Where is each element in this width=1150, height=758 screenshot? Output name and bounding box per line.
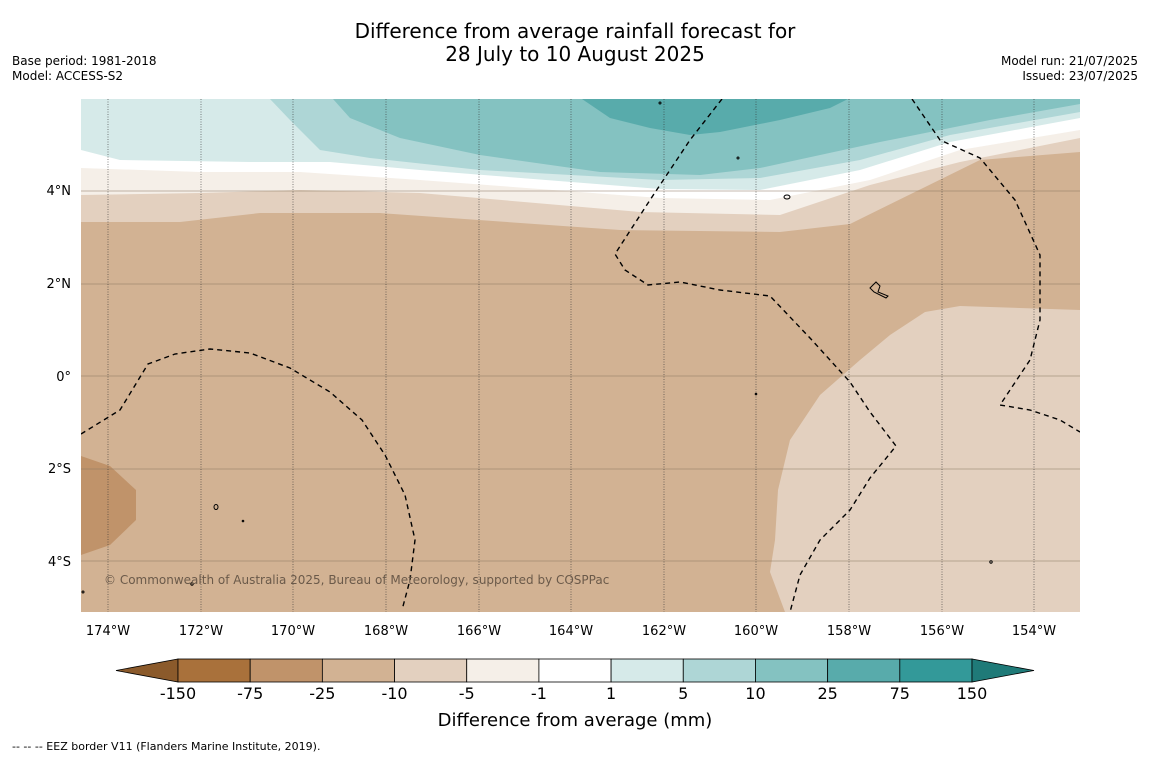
- lat-label-0: 0°: [56, 370, 71, 385]
- lat-label-4n: 4°N: [47, 184, 72, 199]
- colorbar-arrow-right: [971, 658, 1035, 683]
- colorbar: -150 -75 -25 -10 -5 -1 1 5 10 25 75 150: [115, 658, 1035, 703]
- colorbar-swatch: [466, 658, 540, 683]
- colorbar-title: Difference from average (mm): [438, 710, 713, 731]
- colorbar-swatch: [394, 658, 468, 683]
- colorbar-swatch: [755, 658, 829, 683]
- colorbar-tick-label: -10: [381, 684, 407, 703]
- colorbar-tick-label: -150: [160, 684, 196, 703]
- colorbar-arrow-left: [115, 658, 179, 683]
- copyright-text: © Commonwealth of Australia 2025, Bureau…: [104, 573, 609, 587]
- lon-label-160w: 160°W: [734, 624, 778, 639]
- colorbar-tick-label: 75: [890, 684, 910, 703]
- map-title: Difference from average rainfall forecas…: [0, 20, 1150, 66]
- band-plus75: [582, 99, 848, 135]
- colorbar-tick-label: 10: [745, 684, 765, 703]
- colorbar-tick-label: -25: [309, 684, 335, 703]
- band-minus75-west: [81, 456, 136, 555]
- title-line-1: Difference from average rainfall forecas…: [354, 19, 796, 43]
- colorbar-tick-label: -5: [459, 684, 475, 703]
- islands: [81, 101, 993, 594]
- meridian-lines: [107, 99, 1035, 612]
- colorbar-tick-label: 1: [606, 684, 616, 703]
- lon-label-168w: 168°W: [364, 624, 408, 639]
- model-text: Model: ACCESS-S2: [12, 69, 124, 83]
- lon-label-164w: 164°W: [549, 624, 593, 639]
- colorbar-swatch: [249, 658, 323, 683]
- lat-label-2n: 2°N: [47, 277, 72, 292]
- lon-label-162w: 162°W: [642, 624, 686, 639]
- colorbar-swatch: [899, 658, 973, 683]
- colorbar-swatch: [682, 658, 756, 683]
- model-run-text: Model run: 21/07/2025: [1000, 54, 1138, 68]
- colorbar-tick-label: -1: [531, 684, 547, 703]
- colorbar-tick-label: 25: [817, 684, 837, 703]
- lat-label-4s: 4°S: [48, 555, 71, 570]
- colorbar-swatch: [321, 658, 395, 683]
- colorbar-tick-label: 5: [678, 684, 688, 703]
- lon-labels: 174°W 172°W 170°W 168°W 166°W 164°W 162°…: [86, 624, 1056, 639]
- lon-label-166w: 166°W: [457, 624, 501, 639]
- issued-text: Issued: 23/07/2025: [1022, 69, 1138, 83]
- meta-left: Base period: 1981-2018 Model: ACCESS-S2: [12, 54, 157, 84]
- eez-footnote: -- -- -- EEZ border V11 (Flanders Marine…: [12, 740, 321, 753]
- lon-label-172w: 172°W: [179, 624, 223, 639]
- colorbar-tick-label: -75: [237, 684, 263, 703]
- colorbar-swatch: [610, 658, 684, 683]
- lon-label-158w: 158°W: [827, 624, 871, 639]
- colorbar-swatch: [538, 658, 612, 683]
- lat-labels: 4°N 2°N 0° 2°S 4°S: [47, 184, 72, 570]
- grid-lines: [81, 190, 1080, 562]
- meta-right: Model run: 21/07/2025 Issued: 23/07/2025: [1001, 54, 1138, 84]
- colorbar-swatch: [827, 658, 901, 683]
- lon-label-154w: 154°W: [1012, 624, 1056, 639]
- lon-label-174w: 174°W: [86, 624, 130, 639]
- lon-label-170w: 170°W: [271, 624, 315, 639]
- title-line-2: 28 July to 10 August 2025: [445, 42, 705, 66]
- eez-borders: [81, 99, 1080, 612]
- base-period-text: Base period: 1981-2018: [12, 54, 157, 68]
- rainfall-map: © Commonwealth of Australia 2025, Bureau…: [81, 99, 1080, 612]
- colorbar-tick-label: 150: [957, 684, 988, 703]
- band-plus25: [333, 99, 1080, 175]
- colorbar-swatch: [177, 658, 251, 683]
- lon-label-156w: 156°W: [920, 624, 964, 639]
- band-minus10-southeast: [770, 306, 1080, 612]
- lat-label-2s: 2°S: [48, 462, 71, 477]
